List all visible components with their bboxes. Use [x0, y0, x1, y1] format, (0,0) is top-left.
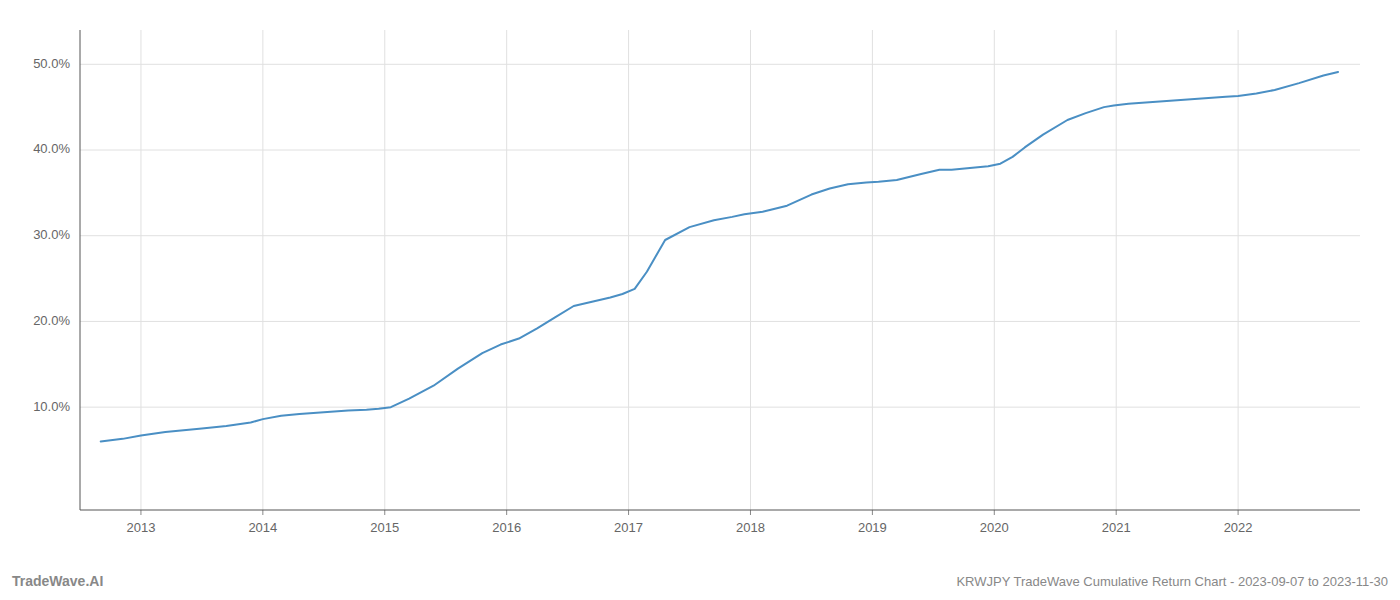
watermark: TradeWave.AI [12, 573, 103, 589]
data-line [101, 72, 1338, 441]
x-tick-label: 2015 [370, 520, 399, 535]
x-grid-line [1238, 30, 1239, 510]
x-tick-label: 2019 [858, 520, 887, 535]
chart-title: KRWJPY TradeWave Cumulative Return Chart… [956, 574, 1388, 589]
page: {"chart_data": {"type": "line", "title":… [0, 0, 1400, 600]
x-grid-line [872, 30, 873, 510]
y-tick-label: 40.0% [33, 141, 70, 156]
x-tick-mark [384, 510, 385, 515]
x-tick-label: 2014 [248, 520, 277, 535]
y-tick-label: 10.0% [33, 399, 70, 414]
x-tick-label: 2017 [614, 520, 643, 535]
plot-area [101, 72, 1338, 441]
x-tick-label: 2021 [1102, 520, 1131, 535]
y-grid-line [80, 64, 1360, 65]
x-grid-line [750, 30, 751, 510]
y-tick-label: 30.0% [33, 227, 70, 242]
x-grid-line [994, 30, 995, 510]
x-grid-line [1116, 30, 1117, 510]
x-tick-label: 2016 [492, 520, 521, 535]
x-tick-mark [750, 510, 751, 515]
x-tick-mark [628, 510, 629, 515]
x-grid-line [384, 30, 385, 510]
x-tick-mark [872, 510, 873, 515]
x-grid-line [506, 30, 507, 510]
y-grid-line [80, 321, 1360, 322]
y-tick-label: 20.0% [33, 313, 70, 328]
axes: 10.0% 20.0% 30.0% 40.0% 50.0% 2013 2014 2015 201… [33, 30, 1360, 535]
x-axis-line [80, 510, 1360, 511]
x-grid-line [140, 30, 141, 510]
y-grid-line [80, 407, 1360, 408]
y-axis-line [80, 30, 81, 510]
x-tick-label: 2018 [736, 520, 765, 535]
y-tick-label: 50.0% [33, 56, 70, 71]
x-tick-mark [1116, 510, 1117, 515]
chart: 10.0% 20.0% 30.0% 40.0% 50.0% 2013 2014 2015 201… [0, 0, 1400, 600]
x-tick-label: 2013 [126, 520, 155, 535]
x-tick-mark [994, 510, 995, 515]
x-tick-mark [506, 510, 507, 515]
x-tick-mark [262, 510, 263, 515]
y-grid-line [80, 150, 1360, 151]
x-tick-label: 2022 [1224, 520, 1253, 535]
x-tick-mark [140, 510, 141, 515]
y-grid-line [80, 235, 1360, 236]
x-grid-line [628, 30, 629, 510]
x-grid-line [262, 30, 263, 510]
x-tick-label: 2020 [980, 520, 1009, 535]
grid [80, 30, 1360, 510]
x-tick-mark [1238, 510, 1239, 515]
